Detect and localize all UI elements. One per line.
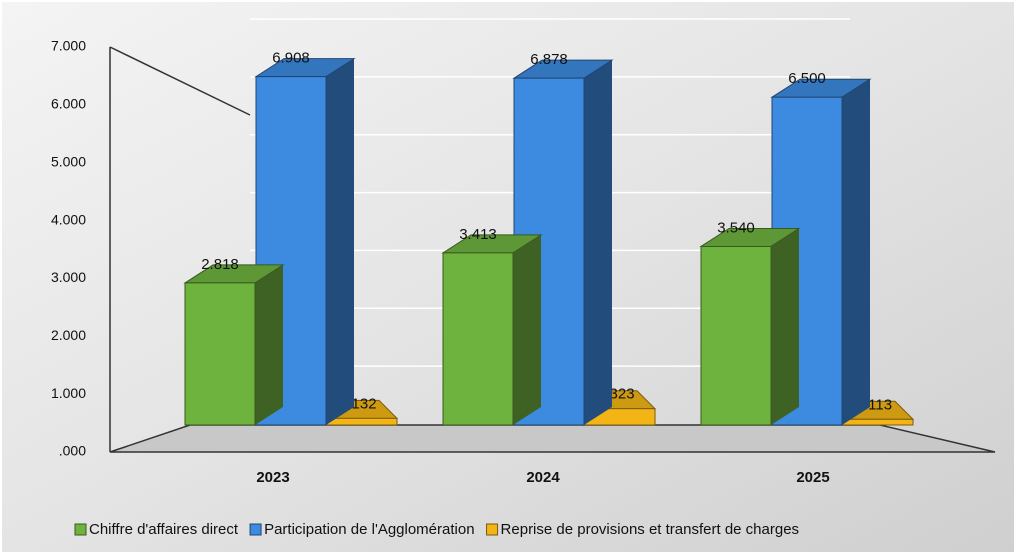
bar-side [326, 58, 354, 425]
bar-front [442, 252, 514, 426]
data-label: 6.908 [272, 50, 310, 67]
wall-edge [109, 46, 251, 116]
x-tick-label: 2025 [796, 469, 829, 486]
x-tick-label: 2024 [526, 469, 560, 486]
bar-front [184, 282, 256, 426]
y-tick-label: .000 [59, 443, 86, 459]
y-tick-label: 5.000 [51, 153, 86, 169]
data-label: 3.413 [459, 226, 497, 243]
bar-side [584, 60, 612, 426]
data-label: .323 [605, 386, 634, 403]
bar-front [842, 418, 914, 426]
bar [183, 264, 285, 426]
data-label: .113 [864, 396, 892, 413]
bar [441, 234, 543, 426]
data-label: .132 [347, 395, 376, 412]
bar-side [771, 228, 799, 425]
x-tick-label: 2023 [256, 469, 289, 486]
bar [254, 58, 356, 426]
bar [699, 227, 801, 426]
y-tick-label: 1.000 [51, 385, 86, 401]
bar-side [513, 234, 541, 425]
bar-side [842, 79, 870, 425]
bar-side [255, 264, 283, 425]
y-tick-label: 3.000 [51, 269, 86, 285]
legend-swatch [249, 523, 262, 536]
y-tick-label: 6.000 [51, 96, 86, 112]
data-label: 2.818 [201, 256, 239, 273]
floor [109, 424, 996, 453]
y-tick-label: 2.000 [51, 327, 86, 343]
legend-label: Chiffre d'affaires direct [89, 521, 239, 538]
legend-label: Reprise de provisions et transfert de ch… [501, 521, 799, 538]
y-tick-label: 7.000 [51, 38, 86, 54]
legend-swatch [486, 523, 499, 536]
bar-front [326, 417, 398, 426]
y-tick-label: 4.000 [51, 211, 86, 227]
data-label: 6.500 [788, 70, 826, 87]
bar-front [700, 245, 772, 426]
legend-swatch [74, 523, 87, 536]
data-label: 3.540 [717, 219, 755, 236]
legend-label: Participation de l'Agglomération [264, 521, 474, 538]
data-label: 6.878 [530, 51, 568, 68]
